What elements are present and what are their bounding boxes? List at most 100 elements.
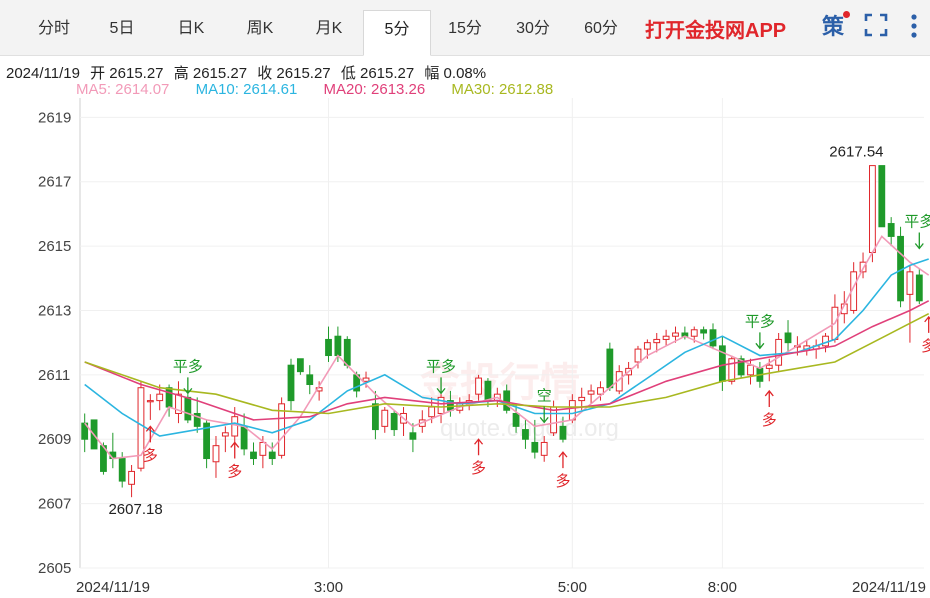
candle[interactable] <box>175 393 182 414</box>
candle[interactable] <box>606 348 614 389</box>
tab-daily-k[interactable]: 日K <box>177 20 205 37</box>
candle[interactable] <box>362 377 370 382</box>
candle[interactable] <box>437 396 445 414</box>
ma-line-ma30 <box>84 312 930 415</box>
candle[interactable] <box>315 387 323 392</box>
candlestick-chart[interactable]: 2619 2617 2615 2613 2611 2609 2607 2605 2024/11/… <box>0 98 930 598</box>
more-icon[interactable] <box>909 13 919 43</box>
candle[interactable] <box>325 338 332 357</box>
candle[interactable] <box>343 338 351 366</box>
candle[interactable] <box>765 364 773 369</box>
y-tick-label: 2619 <box>38 109 71 126</box>
tab-60min[interactable]: 60分 <box>584 20 618 37</box>
x-tick-label: 2024/11/19 <box>76 579 150 596</box>
candle[interactable] <box>503 390 511 411</box>
candle[interactable] <box>475 377 482 395</box>
candle[interactable] <box>784 332 792 344</box>
strategy-icon[interactable]: 策 <box>822 14 845 39</box>
candle[interactable] <box>371 403 379 431</box>
ohlc-info: 2024/11/19 开 2615.27 高 2615.27 收 2615.27… <box>6 62 492 83</box>
ma-line-ma10 <box>84 258 929 437</box>
tab-5day[interactable]: 5日 <box>109 20 135 37</box>
info-open: 开 2615.27 <box>90 65 164 82</box>
candle[interactable] <box>822 335 829 347</box>
tab-monthly-k[interactable]: 月K <box>315 20 343 37</box>
signal-label: 平多 <box>904 213 930 231</box>
signal-label: 平多 <box>426 357 456 375</box>
candle[interactable] <box>643 342 651 350</box>
candle[interactable] <box>728 358 736 382</box>
candle[interactable] <box>634 348 642 363</box>
y-tick-label: 2607 <box>38 496 71 513</box>
candle[interactable] <box>597 387 604 395</box>
candle[interactable] <box>775 338 783 366</box>
candle[interactable] <box>381 409 389 427</box>
candle[interactable] <box>690 329 698 337</box>
tab-intraday[interactable]: 分时 <box>37 20 70 37</box>
candle[interactable] <box>165 387 173 408</box>
info-high: 高 2615.27 <box>173 65 248 82</box>
y-tick-label: 2605 <box>38 560 71 577</box>
candle[interactable] <box>240 425 248 450</box>
candle[interactable] <box>287 364 295 402</box>
candle[interactable] <box>296 358 304 373</box>
high-price-label: 2617.54 <box>829 143 883 160</box>
candle[interactable] <box>662 335 670 340</box>
candle[interactable] <box>522 429 529 440</box>
candle[interactable] <box>334 335 342 357</box>
candle[interactable] <box>568 400 576 421</box>
candle[interactable] <box>146 400 154 403</box>
candle[interactable] <box>259 441 267 456</box>
candle[interactable] <box>128 470 135 485</box>
candle[interactable] <box>587 390 595 395</box>
candle[interactable] <box>193 412 201 427</box>
candle[interactable] <box>306 374 314 386</box>
open-app-link[interactable]: 打开金投网APP <box>645 20 787 42</box>
period-tabbar: 分时 5日 日K 周K 月K 5分 15分 30分 60分 打开金投网APP 策 <box>0 0 930 56</box>
candle[interactable] <box>512 412 520 427</box>
candle[interactable] <box>709 329 717 347</box>
candle[interactable] <box>212 445 220 463</box>
candle[interactable] <box>428 406 436 418</box>
y-tick-label: 2615 <box>38 238 71 255</box>
tab-30min[interactable]: 30分 <box>516 20 550 37</box>
candle[interactable] <box>231 416 239 437</box>
candle[interactable] <box>700 329 708 334</box>
candle[interactable] <box>540 441 548 456</box>
fullscreen-icon[interactable] <box>864 13 888 43</box>
candle[interactable] <box>915 274 923 302</box>
candle[interactable] <box>531 441 539 453</box>
signal-down-arrow-icon <box>755 332 765 350</box>
y-tick-label: 2611 <box>38 367 70 384</box>
candle[interactable] <box>578 396 586 402</box>
tab-5min[interactable]: 5分 <box>363 10 431 56</box>
signal-up-arrow-icon <box>924 315 930 333</box>
candle[interactable] <box>268 451 276 460</box>
candle[interactable] <box>878 165 886 228</box>
candle[interactable] <box>250 451 257 460</box>
candle[interactable] <box>747 364 754 376</box>
candle[interactable] <box>484 380 492 402</box>
candle[interactable] <box>672 332 679 337</box>
candle[interactable] <box>137 387 145 469</box>
candle[interactable] <box>559 425 567 440</box>
candle[interactable] <box>653 338 661 344</box>
candle[interactable] <box>184 396 192 421</box>
signal-up-arrow-icon <box>145 425 155 443</box>
y-tick-label: 2617 <box>38 174 71 191</box>
tab-weekly-k[interactable]: 周K <box>246 20 274 37</box>
candle[interactable] <box>737 358 745 376</box>
candle[interactable] <box>906 271 914 295</box>
candle[interactable] <box>156 393 164 402</box>
candle[interactable] <box>203 422 211 460</box>
candle[interactable] <box>390 412 398 431</box>
x-tick-label: 3:00 <box>314 579 343 596</box>
candle[interactable] <box>887 223 895 237</box>
tab-15min[interactable]: 15分 <box>448 20 482 37</box>
candle[interactable] <box>409 432 417 440</box>
candle[interactable] <box>221 432 229 437</box>
signal-label: 多 <box>921 337 930 355</box>
candle[interactable] <box>118 458 126 482</box>
ma-line-ma20 <box>84 300 930 421</box>
candle[interactable] <box>869 165 876 254</box>
